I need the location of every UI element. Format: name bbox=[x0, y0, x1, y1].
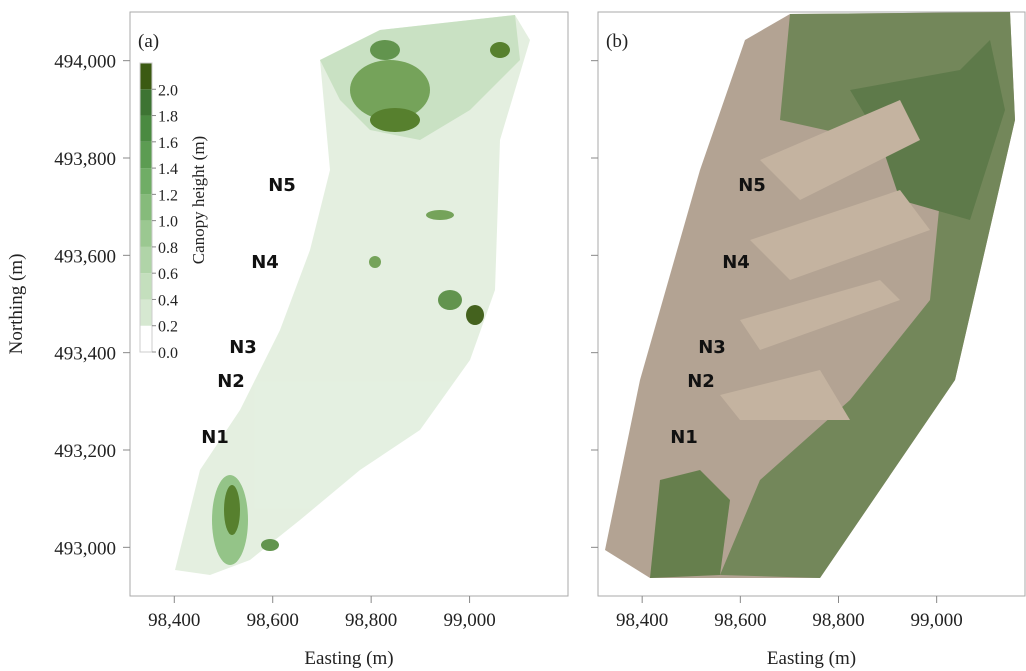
x-tick-label: 98,400 bbox=[148, 610, 200, 631]
colorbar-band bbox=[140, 116, 152, 142]
x-tick-label: 99,000 bbox=[443, 610, 495, 631]
site-label: N3 bbox=[229, 337, 257, 358]
site-label: N4 bbox=[722, 252, 750, 273]
x-tick-label: 98,600 bbox=[714, 610, 766, 631]
y-tick-label: 494,000 bbox=[54, 52, 116, 73]
figure: 0.0 0.2 0.4 0.6 0.8 1.0 1.2 1.4 1.6 1.8 2.0 Canopy … bbox=[0, 0, 1026, 671]
y-tick-label: 493,400 bbox=[54, 344, 116, 365]
site-label: N1 bbox=[670, 427, 698, 448]
colorbar-band bbox=[140, 168, 152, 194]
site-label: N2 bbox=[217, 371, 245, 392]
y-tick-label: 493,600 bbox=[54, 246, 116, 267]
colorbar-tick-label: 1.2 bbox=[158, 187, 178, 204]
colorbar-label: Canopy height (m) bbox=[189, 136, 208, 264]
colorbar-tick-label: 2.0 bbox=[158, 82, 178, 99]
colorbar-band bbox=[140, 89, 152, 115]
y-axis-label: Northing (m) bbox=[6, 254, 27, 355]
colorbar-band bbox=[140, 142, 152, 168]
x-tick-label: 98,600 bbox=[247, 610, 299, 631]
colorbar-tick-label: 1.4 bbox=[158, 161, 178, 178]
colorbar-band bbox=[140, 247, 152, 273]
site-label: N4 bbox=[251, 252, 279, 273]
colorbar-band bbox=[140, 326, 152, 352]
colorbar-band bbox=[140, 221, 152, 247]
site-label: N5 bbox=[268, 175, 296, 196]
y-tick-label: 493,000 bbox=[54, 538, 116, 559]
colorbar-tick-label: 1.6 bbox=[158, 135, 178, 152]
x-axis-label: Easting (m) bbox=[304, 648, 393, 669]
colorbar-band bbox=[140, 194, 152, 220]
panel-label: (b) bbox=[606, 31, 628, 52]
colorbar-band bbox=[140, 299, 152, 325]
panel-label: (a) bbox=[138, 31, 159, 52]
x-tick-label: 98,800 bbox=[345, 610, 397, 631]
x-tick-label: 98,400 bbox=[616, 610, 668, 631]
x-tick-label: 99,000 bbox=[911, 610, 963, 631]
site-label: N3 bbox=[698, 337, 726, 358]
colorbar-tick-label: 1.0 bbox=[158, 214, 178, 231]
colorbar-tick-label: 0.6 bbox=[158, 266, 178, 283]
x-tick-label: 98,800 bbox=[812, 610, 864, 631]
site-label: N2 bbox=[687, 371, 715, 392]
colorbar-tick-label: 0.2 bbox=[158, 319, 178, 336]
site-label: N1 bbox=[201, 427, 229, 448]
colorbar-tick-label: 1.8 bbox=[158, 109, 178, 126]
y-tick-label: 493,200 bbox=[54, 441, 116, 462]
y-tick-label: 493,800 bbox=[54, 149, 116, 170]
colorbar-tick-label: 0.4 bbox=[158, 292, 178, 309]
colorbar-band bbox=[140, 63, 152, 89]
colorbar-band bbox=[140, 273, 152, 299]
colorbar-tick-label: 0.0 bbox=[158, 345, 178, 362]
site-label: N5 bbox=[738, 175, 766, 196]
x-axis-label: Easting (m) bbox=[767, 648, 856, 669]
colorbar-tick-label: 0.8 bbox=[158, 240, 178, 257]
